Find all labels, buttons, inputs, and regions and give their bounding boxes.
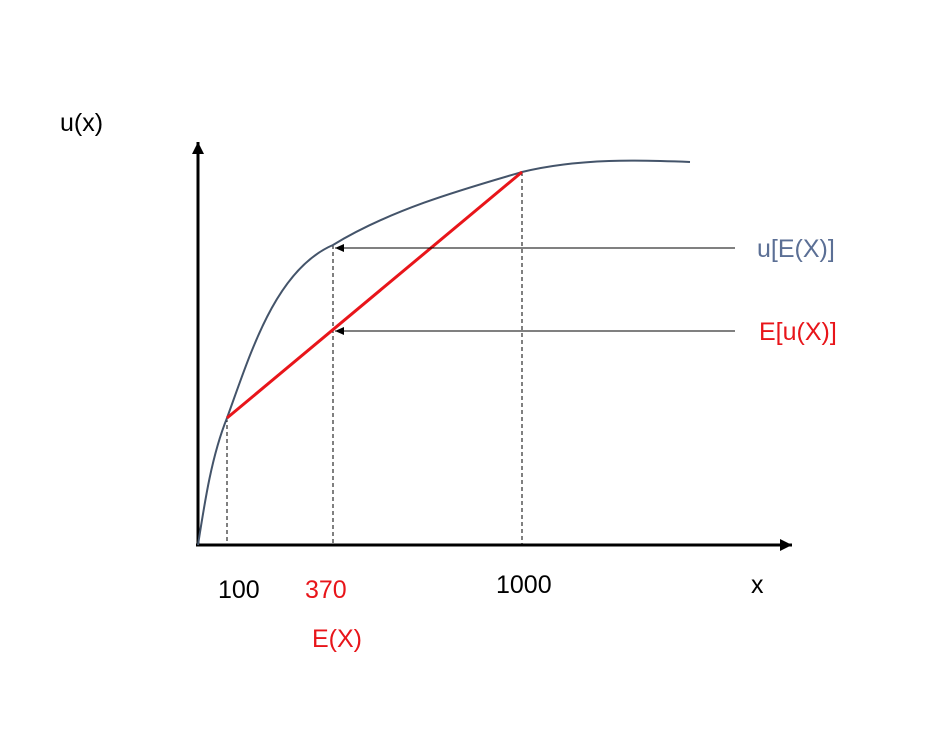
expected-utility-label: E[u(X)]: [759, 318, 837, 346]
utility-curve: [197, 159, 691, 546]
expected-utility-chord: [226, 170, 523, 420]
x-tick-1000: 1000: [496, 571, 552, 599]
x-axis-label: x: [751, 571, 764, 599]
y-axis-label: u(x): [60, 109, 103, 137]
expected-x-label: E(X): [312, 625, 362, 653]
utility-of-expectation-label: u[E(X)]: [757, 235, 835, 263]
x-tick-370: 370: [305, 576, 347, 604]
x-tick-100: 100: [218, 576, 260, 604]
